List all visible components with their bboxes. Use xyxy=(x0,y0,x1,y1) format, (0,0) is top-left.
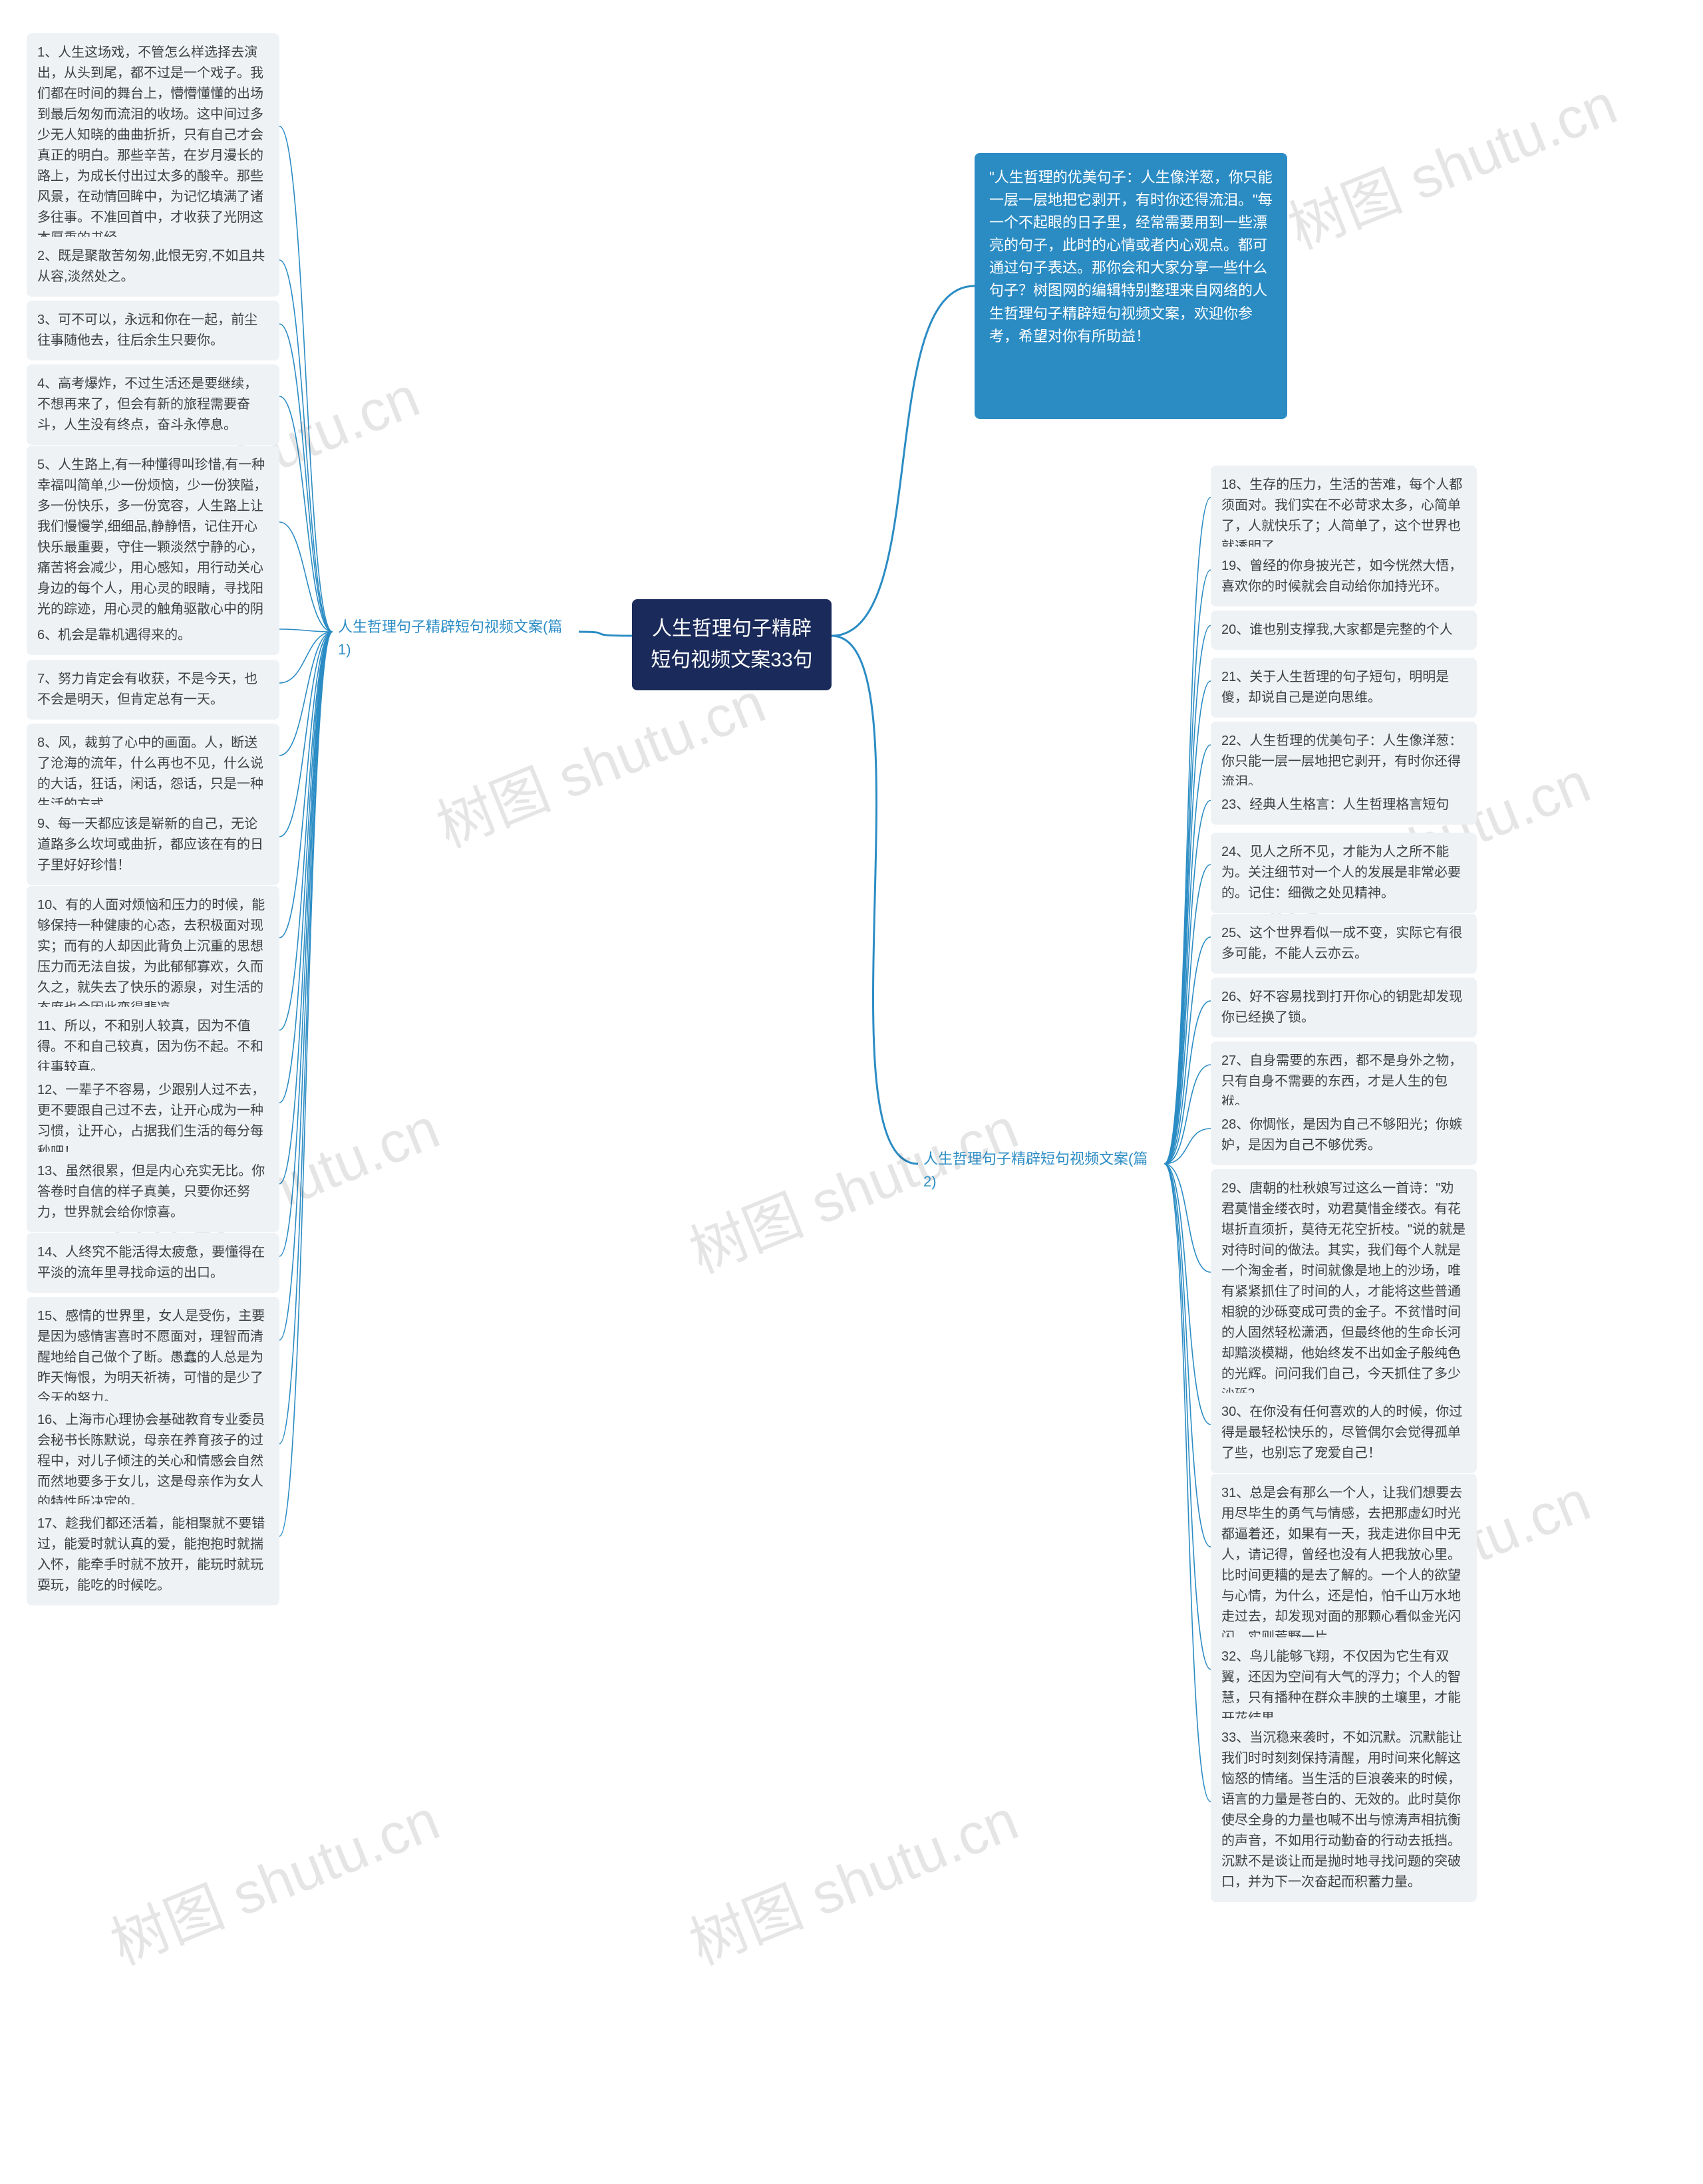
right-leaf-9: 26、好不容易找到打开你心的钥匙却发现你已经换了锁。 xyxy=(1211,978,1477,1037)
center-node: 人生哲理句子精辟短句视频文案33句 xyxy=(632,599,832,690)
left-leaf-7: 7、努力肯定会有收获，不是今天，也不会是明天，但肯定总有一天。 xyxy=(27,660,279,720)
right-leaf-11: 28、你惆怅，是因为自己不够阳光；你嫉妒，是因为自己不够优秀。 xyxy=(1211,1105,1477,1165)
left-leaf-4: 4、高考爆炸，不过生活还是要继续，不想再来了，但会有新的旅程需要奋斗，人生没有终… xyxy=(27,364,279,445)
right-leaf-16: 33、当沉稳来袭时，不如沉默。沉默能让我们时时刻刻保持清醒，用时间来化解这恼怒的… xyxy=(1211,1718,1477,1902)
watermark: 树图 shutu.cn xyxy=(1275,58,1627,265)
watermark: 树图 shutu.cn xyxy=(97,1774,450,1980)
right-leaf-7: 24、见人之所不见，才能为人之所不能为。关注细节对一个人的发展是非常必要的。记住… xyxy=(1211,833,1477,913)
right-leaf-14: 31、总是会有那么一个人，让我们想要去用尽毕生的勇气与情感，去把那虚幻时光都逼着… xyxy=(1211,1474,1477,1657)
branch-left: 人生哲理句子精辟短句视频文案(篇 1) xyxy=(333,612,579,665)
left-leaf-13: 13、虽然很累，但是内心充实无比。你答卷时自信的样子真美，只要你还努力，世界就会… xyxy=(27,1152,279,1232)
right-leaf-6: 23、经典人生格言：人生哲理格言短句 xyxy=(1211,785,1477,825)
right-leaf-2: 19、曾经的你身披光芒，如今恍然大悟，喜欢你的时候就会自动给你加持光环。 xyxy=(1211,547,1477,607)
left-leaf-17: 17、趁我们都还活着，能相聚就不要错过，能爱时就认真的爱，能抱抱时就揣入怀，能牵… xyxy=(27,1504,279,1605)
right-leaf-8: 25、这个世界看似一成不变，实际它有很多可能，不能人云亦云。 xyxy=(1211,914,1477,974)
left-leaf-3: 3、可不可以，永远和你在一起，前尘往事随他去，往后余生只要你。 xyxy=(27,301,279,360)
left-leaf-9: 9、每一天都应该是崭新的自己，无论道路多么坎坷或曲折，都应该在有的日子里好好珍惜… xyxy=(27,805,279,885)
right-leaf-13: 30、在你没有任何喜欢的人的时候，你过得是最轻松快乐的，尽管偶尔会觉得孤单了些，… xyxy=(1211,1393,1477,1473)
left-leaf-6: 6、机会是靠机遇得来的。 xyxy=(27,616,279,655)
watermark: 树图 shutu.cn xyxy=(676,1774,1028,1980)
intro-node: "人生哲理的优美句子：人生像洋葱，你只能一层一层地把它剥开，有时你还得流泪。"每… xyxy=(975,153,1287,419)
left-leaf-14: 14、人终究不能活得太疲惫，要懂得在平淡的流年里寻找命运的出口。 xyxy=(27,1233,279,1293)
branch-right: 人生哲理句子精辟短句视频文案(篇2) xyxy=(918,1144,1164,1197)
left-leaf-1: 1、人生这场戏，不管怎么样选择去演出，从头到尾，都不过是一个戏子。我们都在时间的… xyxy=(27,33,279,258)
right-leaf-3: 20、谁也别支撑我,大家都是完整的个人 xyxy=(1211,611,1477,650)
left-leaf-2: 2、既是聚散苦匆匆,此恨无穷,不如且共从容,淡然处之。 xyxy=(27,237,279,297)
right-leaf-12: 29、唐朝的杜秋娘写过这么一首诗："劝君莫惜金缕衣时，劝君莫惜金缕衣。有花堪折直… xyxy=(1211,1169,1477,1415)
right-leaf-4: 21、关于人生哲理的句子短句，明明是傻，却说自己是逆向思维。 xyxy=(1211,658,1477,718)
